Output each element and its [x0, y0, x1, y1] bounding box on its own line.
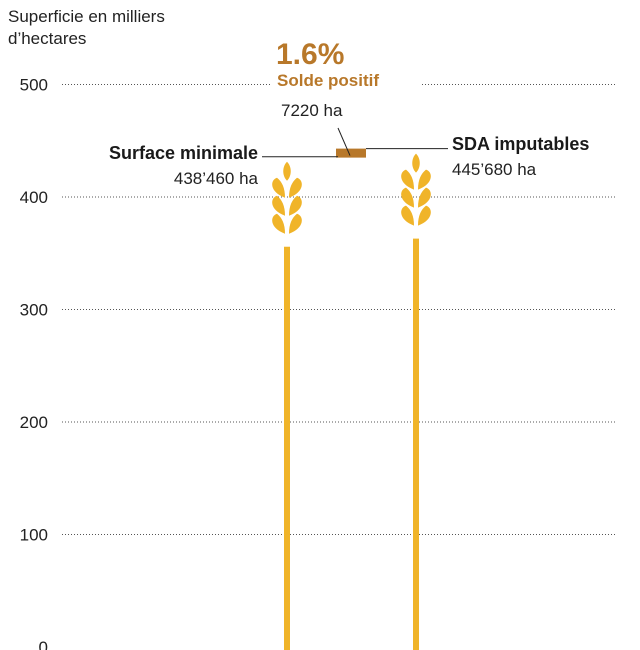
wheat-grain-left [401, 187, 414, 208]
y-tick-label: 400 [20, 188, 48, 207]
stem-bar [413, 238, 419, 650]
difference-label: Solde positif [277, 71, 379, 90]
stems-layer [272, 153, 431, 650]
stem-bar [284, 246, 290, 650]
y-tick-label: 500 [20, 76, 48, 95]
wheat-grain-right [418, 169, 431, 190]
y-axis-title-line1: Superficie en milliers [8, 7, 165, 26]
wheat-ear [272, 161, 302, 234]
wheat-grain-left [272, 213, 285, 234]
difference-block [336, 148, 366, 158]
difference-value: 7220 ha [281, 101, 343, 120]
wheat-grain-left [401, 205, 414, 226]
y-tick-label: 100 [20, 526, 48, 545]
y-tick-label: 300 [20, 301, 48, 320]
wheat-grain-right [418, 205, 431, 226]
y-tick-label: 200 [20, 413, 48, 432]
wheat-grain-right [289, 177, 302, 198]
y-tick-label: 0 [39, 638, 48, 650]
labels-layer: Surface minimale 438’460 ha SDA imputables… [109, 32, 589, 188]
sda-imputables-value: 445’680 ha [452, 160, 537, 179]
y-axis-title: Superficie en milliers d’hectares [8, 6, 248, 50]
wheat-ear [401, 153, 431, 226]
wheat-grain-right [289, 195, 302, 216]
difference-leader-line [337, 127, 351, 156]
surface-minimale-value: 438’460 ha [174, 169, 259, 188]
sda-imputables-label: SDA imputables [452, 134, 589, 154]
surface-minimale-label: Surface minimale [109, 143, 258, 163]
wheat-grain-top [283, 161, 291, 181]
wheat-grain-left [272, 177, 285, 198]
difference-label-backing [270, 32, 420, 94]
y-axis-title-line2: d’hectares [8, 29, 87, 48]
wheat-grain-right [418, 187, 431, 208]
wheat-grain-top [412, 153, 420, 173]
wheat-grain-right [289, 213, 302, 234]
wheat-grain-left [272, 195, 285, 216]
difference-percent: 1.6% [276, 38, 344, 71]
wheat-grain-left [401, 169, 414, 190]
